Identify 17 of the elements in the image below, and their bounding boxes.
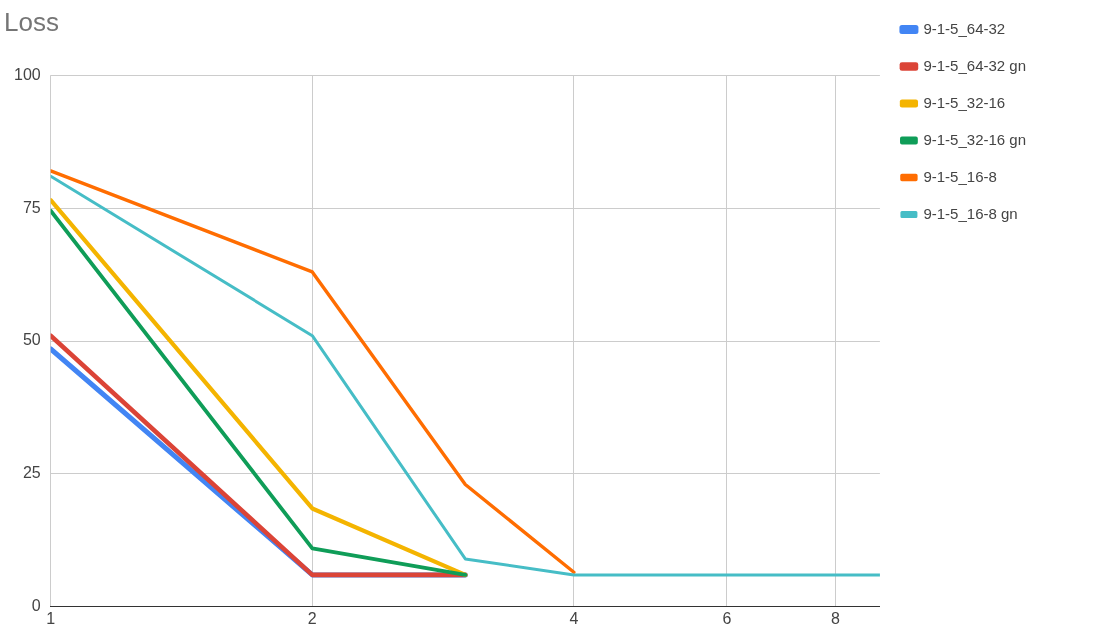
x-tick-label: 4 xyxy=(569,609,579,627)
legend-label: 9-1-5_64-32 gn xyxy=(923,56,1026,74)
y-tick-label: 100 xyxy=(13,65,41,83)
legend-label: 9-1-5_16-8 gn xyxy=(923,204,1018,222)
legend-label: 9-1-5_64-32 xyxy=(923,19,1006,37)
x-tick-label: 6 xyxy=(722,609,732,627)
y-tick-label: 25 xyxy=(22,464,41,482)
x-tick-label: 8 xyxy=(831,609,841,627)
y-tick-label: 75 xyxy=(22,198,41,216)
x-tick-label: 1 xyxy=(46,609,56,627)
y-tick-label: 50 xyxy=(22,331,41,349)
legend-label: 9-1-5_32-16 xyxy=(923,93,1006,111)
legend-label: 9-1-5_16-8 xyxy=(923,167,997,185)
legend-label: 9-1-5_32-16 gn xyxy=(923,130,1026,148)
y-tick-label: 0 xyxy=(31,597,41,615)
x-tick-label: 2 xyxy=(307,609,317,627)
chart-title: Loss xyxy=(4,6,59,37)
